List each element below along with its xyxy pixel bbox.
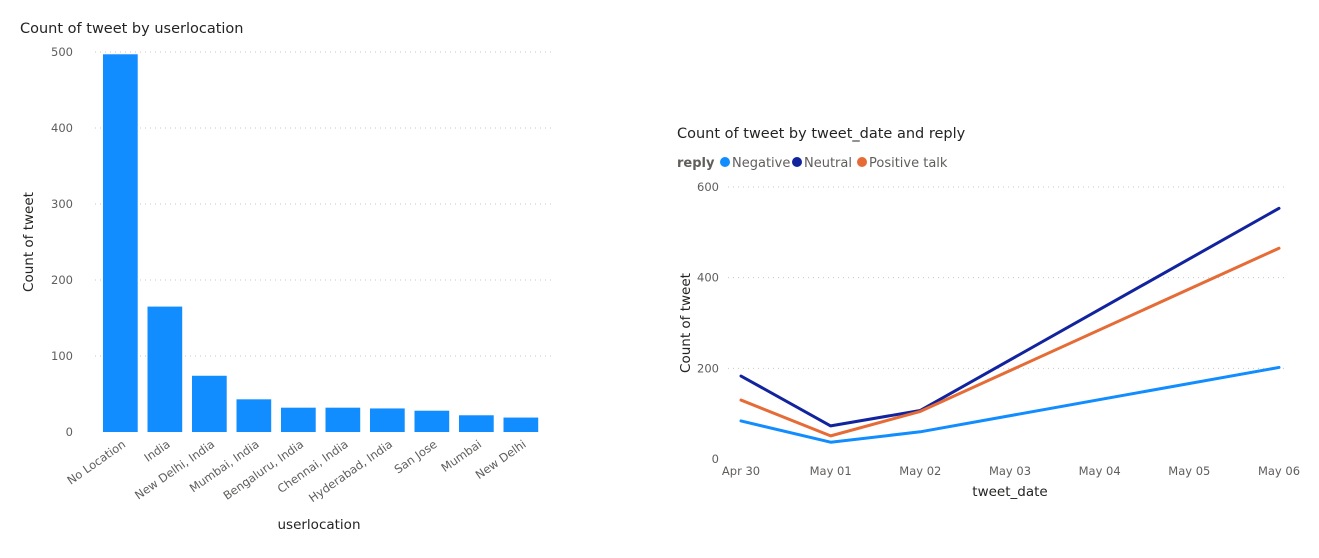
y-tick-label: 200 (697, 361, 719, 375)
bar[interactable] (147, 306, 183, 432)
y-tick-label: 400 (51, 121, 73, 135)
line-chart-y-axis-label: Count of tweet (678, 273, 694, 373)
legend-label: Negative (732, 156, 790, 171)
x-tick-label: Hyderabad, India (306, 437, 395, 505)
x-tick-label: May 02 (899, 464, 941, 478)
x-tick-label: Apr 30 (722, 464, 760, 478)
x-tick-label: May 06 (1258, 464, 1300, 478)
legend-label: Neutral (804, 156, 852, 171)
y-tick-label: 500 (51, 45, 73, 59)
x-tick-label: May 04 (1079, 464, 1121, 478)
y-tick-label: 0 (66, 425, 73, 439)
bar[interactable] (370, 408, 405, 432)
bar[interactable] (459, 415, 494, 432)
bar[interactable] (281, 407, 316, 432)
bar[interactable] (236, 399, 272, 432)
x-tick-label: San Jose (392, 437, 440, 476)
series-line-neutral[interactable] (739, 206, 1281, 428)
y-tick-label: 400 (697, 271, 719, 285)
bar-chart: Count of tweet by userlocation 0 100 200 30… (20, 21, 552, 533)
legend-marker (792, 157, 802, 167)
legend-title: reply (677, 156, 715, 171)
y-tick-label: 200 (51, 273, 73, 287)
x-tick-label: May 05 (1168, 464, 1210, 478)
x-tick-label: New Delhi, India (132, 437, 217, 502)
bar-chart-x-axis-label: userlocation (277, 517, 360, 533)
y-tick-label: 0 (712, 452, 719, 466)
bar[interactable] (103, 54, 138, 432)
x-tick-label: May 01 (810, 464, 852, 478)
y-tick-label: 600 (697, 180, 719, 194)
x-tick-label: Bengaluru, India (221, 437, 307, 503)
bar-chart-y-axis-label: Count of tweet (21, 192, 37, 292)
line-chart-x-axis-label: tweet_date (972, 484, 1047, 500)
bar-chart-title: Count of tweet by userlocation (20, 21, 244, 37)
y-tick-label: 300 (51, 197, 73, 211)
series-line-positive-talk[interactable] (739, 246, 1281, 438)
legend-marker (720, 157, 730, 167)
x-tick-label: No Location (64, 437, 128, 487)
legend-item[interactable]: Negative (720, 156, 790, 171)
bar[interactable] (503, 417, 539, 432)
bar[interactable] (325, 407, 361, 432)
bar[interactable] (192, 375, 227, 432)
legend-item[interactable]: Positive talk (857, 156, 948, 171)
series-line-negative[interactable] (739, 365, 1281, 444)
bar[interactable] (414, 410, 450, 432)
x-tick-label: May 03 (989, 464, 1031, 478)
y-tick-label: 100 (51, 349, 73, 363)
legend-label: Positive talk (869, 156, 948, 171)
x-tick-label: India (141, 437, 172, 465)
legend-marker (857, 157, 867, 167)
line-chart-title: Count of tweet by tweet_date and reply (677, 126, 966, 142)
x-tick-label: New Delhi (473, 437, 529, 482)
legend-item[interactable]: Neutral (792, 156, 852, 171)
